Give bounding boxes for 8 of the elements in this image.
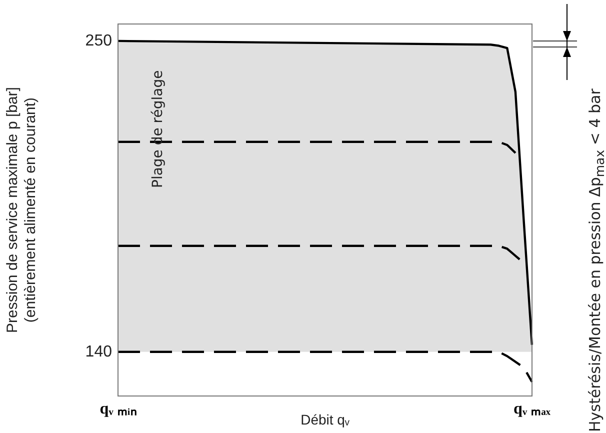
x-axis-title: Débit qᵥ	[300, 411, 350, 428]
y-tick-label: 140	[85, 343, 112, 360]
band-label: Plage de réglage	[150, 70, 166, 188]
line-series	[116, 350, 534, 383]
y-tick-label: 250	[85, 32, 112, 50]
x-tick-label: qᵥ ₘᵢₙ	[100, 400, 136, 418]
y-axis-title: Pression de service maximale p [bar] (entièrement alimenté en courant)	[4, 87, 40, 333]
x-tick-label: qᵥ ₘₐₓ	[514, 400, 551, 418]
